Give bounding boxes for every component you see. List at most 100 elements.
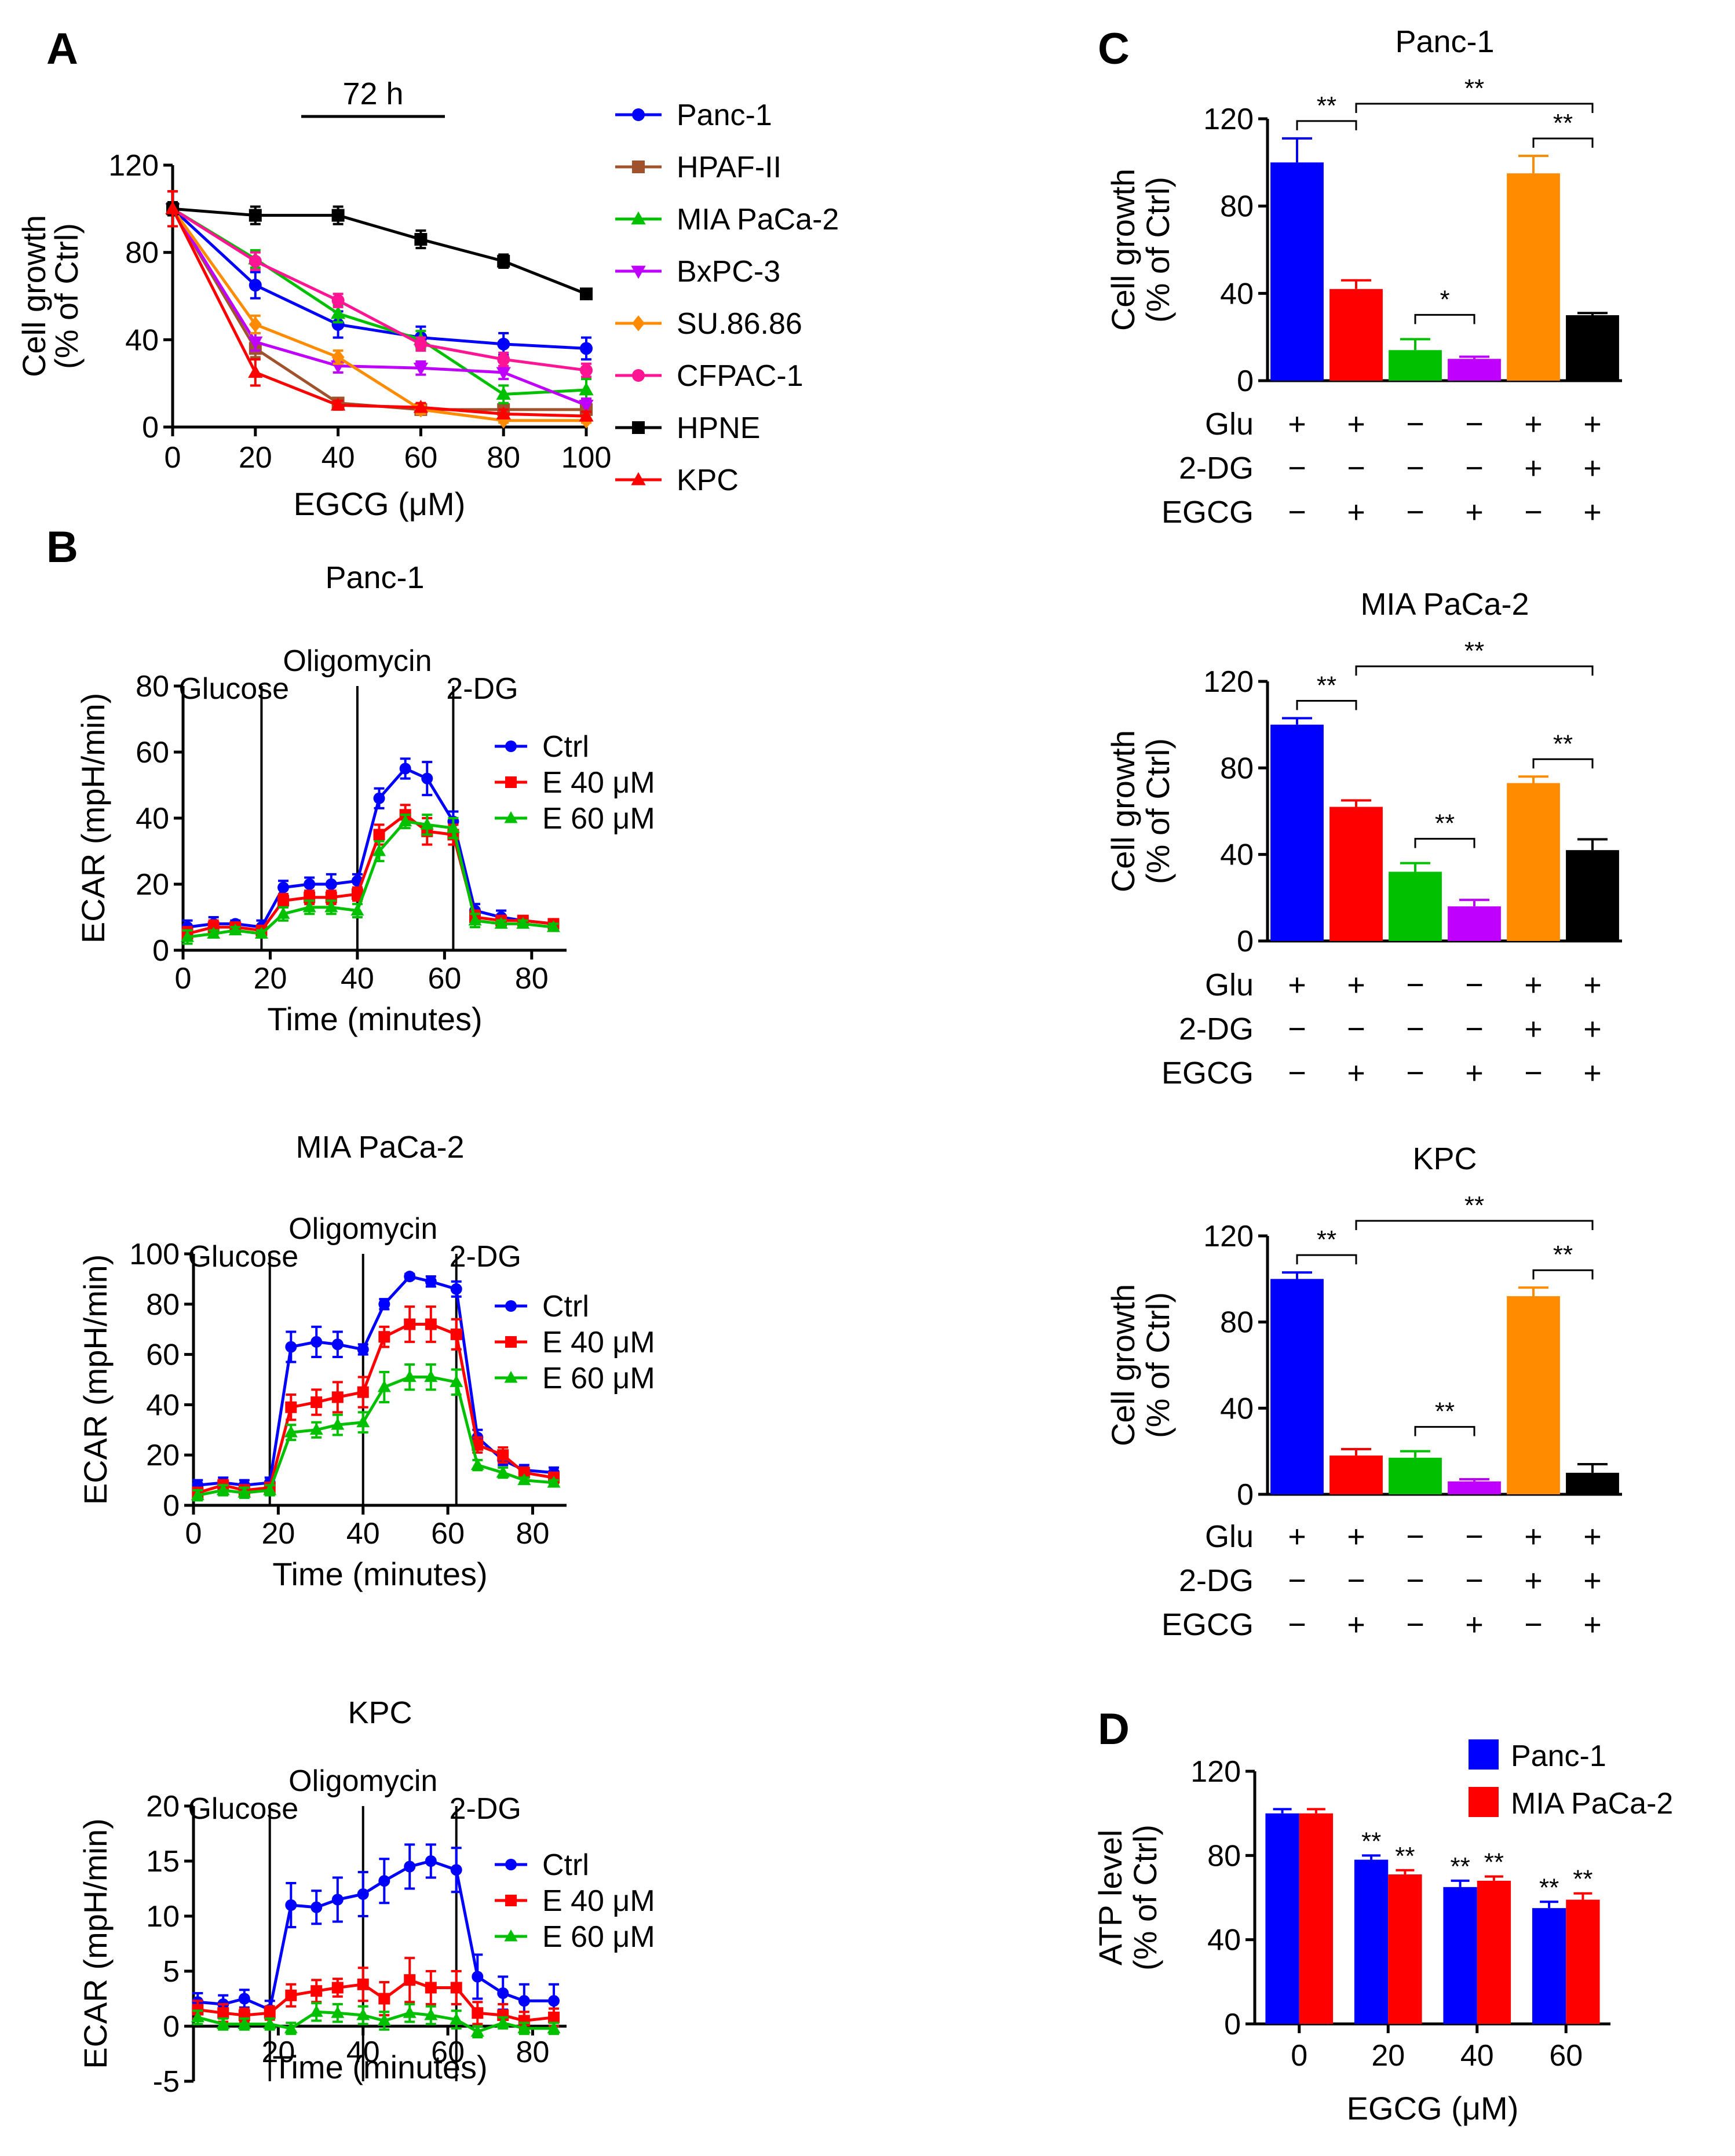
data-point xyxy=(497,337,510,351)
significance-label: ** xyxy=(1435,809,1455,838)
bar xyxy=(1329,289,1383,381)
data-point xyxy=(311,1985,323,1997)
legend-label: Ctrl xyxy=(542,1848,589,1882)
condition-symbol: + xyxy=(1347,495,1365,530)
x-tick-label: 40 xyxy=(346,1517,380,1551)
legend: Panc-1 MIA PaCa-2 xyxy=(1469,1739,1673,1821)
data-point xyxy=(249,279,262,292)
bar xyxy=(1507,1296,1560,1494)
data-point xyxy=(284,2021,298,2034)
bar xyxy=(1265,1813,1299,2024)
event-label: Glucose xyxy=(178,672,289,706)
y-tick-label: 40 xyxy=(1220,838,1254,872)
data-point xyxy=(496,386,511,400)
error-bar xyxy=(1341,279,1371,289)
condition-symbol: + xyxy=(1583,451,1602,486)
bar xyxy=(1270,724,1324,941)
data-point xyxy=(404,1318,416,1330)
legend-label: E 40 μM xyxy=(542,1326,655,1359)
event-label: 2-DG xyxy=(450,1792,521,1826)
x-tick-label: 60 xyxy=(404,441,437,475)
significance-label: ** xyxy=(1435,1398,1455,1426)
legend-label: MIA PaCa-2 xyxy=(1511,1787,1673,1821)
data-point xyxy=(497,254,510,268)
significance-bracket xyxy=(1355,665,1594,676)
condition-symbol: + xyxy=(1583,1563,1602,1598)
data-point xyxy=(425,1982,437,1994)
data-point xyxy=(357,1343,369,1355)
y-tick-label: 0 xyxy=(1237,1478,1254,1512)
significance-bracket xyxy=(1414,313,1475,324)
condition-symbol: + xyxy=(1583,1012,1602,1046)
error-bar xyxy=(1341,799,1371,807)
condition-symbol: − xyxy=(1465,968,1484,1002)
condition-symbol: − xyxy=(1288,1563,1306,1598)
line-chart-B1: 0 20 40 60 80 0 20 40 60 80 Time (minutes) ECAR (mp… xyxy=(75,560,655,1037)
series-line xyxy=(171,207,587,372)
y-tick-label: 80 xyxy=(1220,752,1254,785)
significance-bracket xyxy=(1296,1254,1357,1265)
panel-letter: A xyxy=(46,24,78,74)
condition-symbol: − xyxy=(1347,451,1365,486)
significance-bracket xyxy=(1532,137,1594,148)
data-point xyxy=(304,878,316,890)
condition-symbol: + xyxy=(1465,1056,1484,1090)
chart-title: MIA PaCa-2 xyxy=(1360,587,1529,622)
condition-symbol: + xyxy=(1524,968,1543,1002)
y-tick-label: 80 xyxy=(1220,1306,1254,1340)
data-point xyxy=(311,1901,323,1913)
condition-symbol: − xyxy=(1347,1563,1365,1598)
series-line xyxy=(171,208,587,407)
panel-letter: B xyxy=(46,523,78,572)
x-axis-label: EGCG (μM) xyxy=(1347,2090,1519,2126)
data-point xyxy=(277,881,290,893)
error-bar xyxy=(1400,862,1430,872)
y-tick-label: 40 xyxy=(1207,1924,1241,1957)
data-point xyxy=(403,2006,417,2018)
y-tick-label: 20 xyxy=(146,1790,180,1823)
series-e-60-m xyxy=(191,1363,561,1502)
error-bar xyxy=(1451,1879,1470,1887)
data-point xyxy=(330,397,346,411)
data-point xyxy=(165,201,180,214)
x-tick-label: 80 xyxy=(515,962,549,995)
series-mia-paca-2 xyxy=(165,190,594,404)
series-line xyxy=(198,1859,554,2012)
legend-label: E 60 μM xyxy=(542,1920,655,1954)
error-bar xyxy=(1341,1447,1371,1456)
data-point xyxy=(425,1855,437,1867)
data-point xyxy=(331,294,345,307)
x-tick-label: 60 xyxy=(428,962,461,995)
y-tick-label: 100 xyxy=(129,1238,180,1271)
y-axis-label: Cell growth xyxy=(1105,1284,1141,1446)
data-point xyxy=(264,2007,276,2019)
data-point xyxy=(285,1401,297,1413)
significance-label: ** xyxy=(1317,92,1336,120)
y-tick-label: 0 xyxy=(1224,2008,1241,2041)
error-bar xyxy=(1518,1286,1548,1297)
condition-label: Glu xyxy=(1205,407,1254,442)
significance-label: ** xyxy=(1484,1848,1504,1877)
condition-symbol: − xyxy=(1406,451,1424,486)
legend-label: BxPC-3 xyxy=(677,255,780,289)
legend-marker xyxy=(632,108,645,121)
bar xyxy=(1477,1880,1511,2024)
legend-marker xyxy=(631,265,646,279)
y-axis-label: ECAR (mpH/min) xyxy=(75,693,111,943)
significance-bracket xyxy=(1355,1220,1594,1230)
bar-chart-C2: 0 40 80 120 Cell growth(% of Ctrl) MIA PaCa-2… xyxy=(1105,587,1622,1090)
y-tick-label: 120 xyxy=(1203,103,1254,136)
y-tick-label: 40 xyxy=(1220,277,1254,311)
condition-symbol: + xyxy=(1465,1607,1484,1642)
condition-symbol: − xyxy=(1406,1012,1424,1046)
bar xyxy=(1448,1481,1501,1494)
legend-marker xyxy=(632,421,645,434)
x-tick-label: 20 xyxy=(261,2035,295,2069)
y-tick-label: 120 xyxy=(1190,1755,1241,1789)
data-point xyxy=(579,408,594,422)
significance-label: ** xyxy=(1361,1827,1381,1855)
data-point xyxy=(414,233,428,246)
data-point xyxy=(330,305,346,319)
condition-label: EGCG xyxy=(1161,495,1254,530)
